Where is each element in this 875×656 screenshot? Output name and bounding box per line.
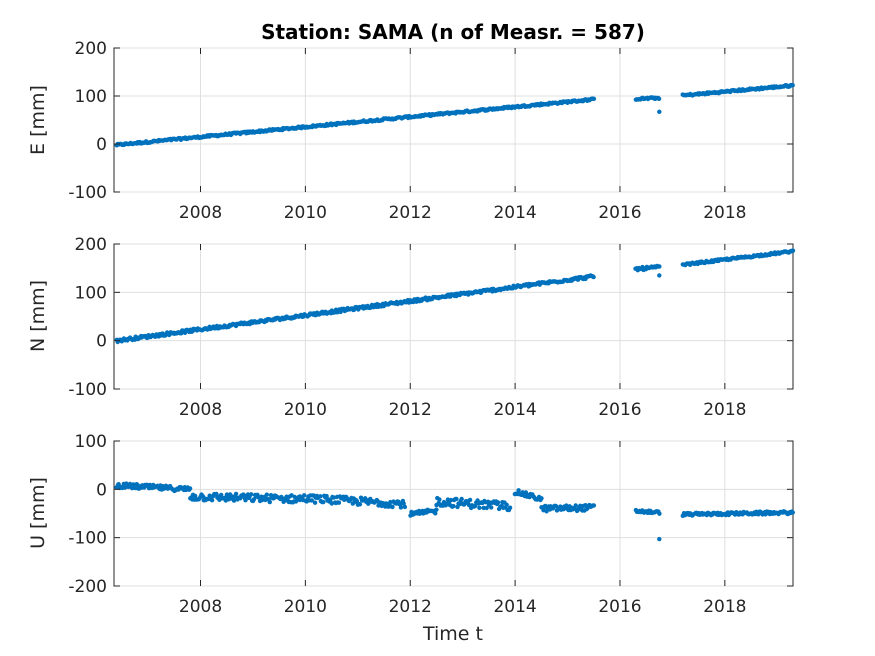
y-tick-label: 200 [75, 235, 107, 255]
data-point-up [573, 503, 578, 508]
x-tick-label: 2008 [179, 597, 222, 617]
x-tick-label: 2014 [493, 400, 536, 420]
data-point-up [231, 498, 237, 503]
data-point-up [357, 502, 363, 507]
data-point-up [187, 486, 193, 491]
data-point-up [312, 500, 318, 505]
data-point-up [657, 511, 662, 516]
data-point-up [207, 493, 212, 498]
x-tick-label: 2018 [703, 203, 746, 223]
data-point-up [398, 505, 404, 510]
data-point-up [336, 500, 342, 505]
data-point-up [309, 498, 314, 503]
plot-area-up [113, 440, 794, 587]
data-point-up [437, 497, 442, 502]
data-point-up [264, 492, 269, 497]
panel-east: 2008 2010 2012 2014 2016 2018 -100 0 100 200 E [m… [27, 39, 795, 223]
y-tick-label: 200 [75, 39, 107, 59]
data-point-up [243, 498, 248, 503]
data-point-east [790, 83, 795, 88]
data-point-up [504, 502, 509, 507]
chart-title: Station: SAMA (n of Measr. = 587) [261, 20, 645, 44]
y-tick-label: -200 [68, 577, 107, 597]
data-point-up [467, 497, 473, 503]
data-point-up [454, 496, 459, 502]
x-tick-label: 2016 [598, 203, 641, 223]
y-tick-label: 100 [75, 87, 107, 107]
data-point-up [434, 507, 439, 512]
data-point-north [591, 274, 596, 280]
x-tick-label: 2010 [284, 597, 327, 617]
data-point-up [248, 492, 254, 497]
outlier-point-east [657, 109, 662, 115]
x-tick-label: 2012 [389, 597, 432, 617]
outlier-point-north [657, 273, 662, 278]
data-point-up [539, 496, 544, 501]
x-tick-label: 2012 [389, 203, 432, 223]
data-point-east [656, 96, 662, 102]
data-point-up [516, 488, 521, 493]
x-tick-label: 2008 [179, 203, 222, 223]
data-point-up [324, 493, 329, 499]
y-tick-label: 0 [96, 480, 107, 500]
data-point-up [401, 501, 406, 506]
data-point-up [459, 496, 464, 502]
data-point-up [433, 511, 438, 516]
data-point-up [193, 493, 198, 499]
data-point-north [657, 264, 662, 269]
x-tick-label: 2008 [179, 400, 222, 420]
data-point-up [484, 505, 489, 511]
y-tick-label: 0 [96, 135, 107, 155]
plot-area-east [113, 47, 794, 193]
data-point-up [390, 504, 395, 510]
y-tick-label: -100 [68, 380, 107, 400]
data-point-up [267, 499, 272, 505]
x-tick-label: 2016 [598, 597, 641, 617]
data-point-up [790, 510, 795, 515]
data-point-up [564, 503, 569, 508]
y-axis-label-east: E [mm] [27, 85, 49, 155]
data-point-up [321, 499, 326, 505]
data-point-east [591, 96, 597, 102]
data-point-up [489, 505, 494, 510]
x-tick-label: 2014 [493, 597, 536, 617]
panel-north: 2008 2010 2012 2014 2016 2018 -100 0 100 200 N [m… [27, 235, 796, 420]
x-tick-label: 2010 [284, 203, 327, 223]
panel-up: 2008 2010 2012 2014 2016 2018 -200 -100 0 100 U [… [27, 432, 795, 617]
x-tick-label: 2010 [284, 400, 327, 420]
data-point-up [402, 504, 408, 510]
x-tick-label: 2016 [598, 400, 641, 420]
x-tick-label: 2018 [703, 400, 746, 420]
data-point-up [507, 505, 513, 510]
x-tick-label: 2014 [493, 203, 536, 223]
plot-area-north [113, 243, 794, 390]
data-point-up [233, 491, 239, 497]
data-point-up [473, 503, 478, 509]
data-point-up [302, 493, 307, 498]
y-tick-label: 100 [75, 283, 107, 303]
data-point-up [448, 497, 454, 503]
data-point-up [209, 498, 215, 503]
y-tick-label: 100 [75, 432, 107, 452]
data-point-up [318, 494, 323, 499]
x-tick-label: 2012 [389, 400, 432, 420]
data-point-up [495, 500, 501, 505]
data-point-north [790, 248, 796, 253]
data-point-up [477, 505, 482, 510]
data-point-up [328, 498, 333, 503]
y-tick-label: 0 [96, 332, 107, 352]
data-point-up [219, 492, 224, 498]
y-tick-label: -100 [68, 183, 107, 203]
y-axis-label-north: N [mm] [27, 280, 49, 352]
y-tick-label: -100 [68, 529, 107, 549]
data-point-up [591, 503, 597, 508]
data-point-up [451, 503, 456, 509]
x-tick-label: 2018 [703, 597, 746, 617]
y-axis-label-up: U [mm] [27, 477, 49, 549]
outlier-point-up [657, 536, 662, 542]
x-axis-label: Time t [422, 623, 483, 645]
